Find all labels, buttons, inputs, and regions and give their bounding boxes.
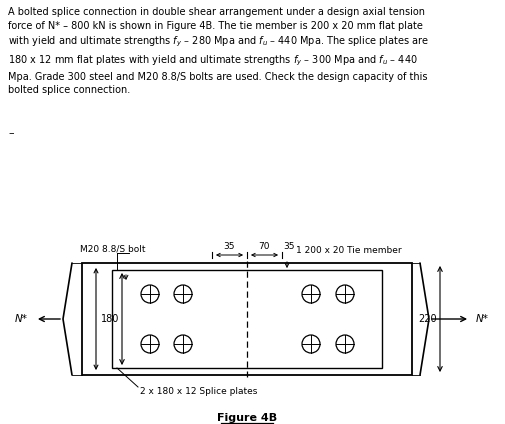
Text: 2 x 180 x 12 Splice plates: 2 x 180 x 12 Splice plates	[140, 387, 258, 396]
Text: –: –	[8, 128, 14, 138]
Text: 70: 70	[258, 242, 269, 251]
Text: Figure 4B: Figure 4B	[217, 413, 277, 423]
Text: 220: 220	[418, 314, 437, 324]
Text: 35: 35	[224, 242, 235, 251]
Text: 1 200 x 20 Tie member: 1 200 x 20 Tie member	[296, 246, 401, 255]
Bar	[82, 263, 412, 375]
Text: 35: 35	[283, 242, 295, 251]
Text: 180: 180	[100, 314, 119, 324]
Text: M20 8.8/S bolt: M20 8.8/S bolt	[80, 244, 145, 253]
Text: A bolted splice connection in double shear arrangement under a design axial tens: A bolted splice connection in double she…	[8, 7, 429, 95]
Text: N*: N*	[15, 314, 28, 324]
Bar	[112, 270, 382, 368]
Text: N*: N*	[476, 314, 489, 324]
